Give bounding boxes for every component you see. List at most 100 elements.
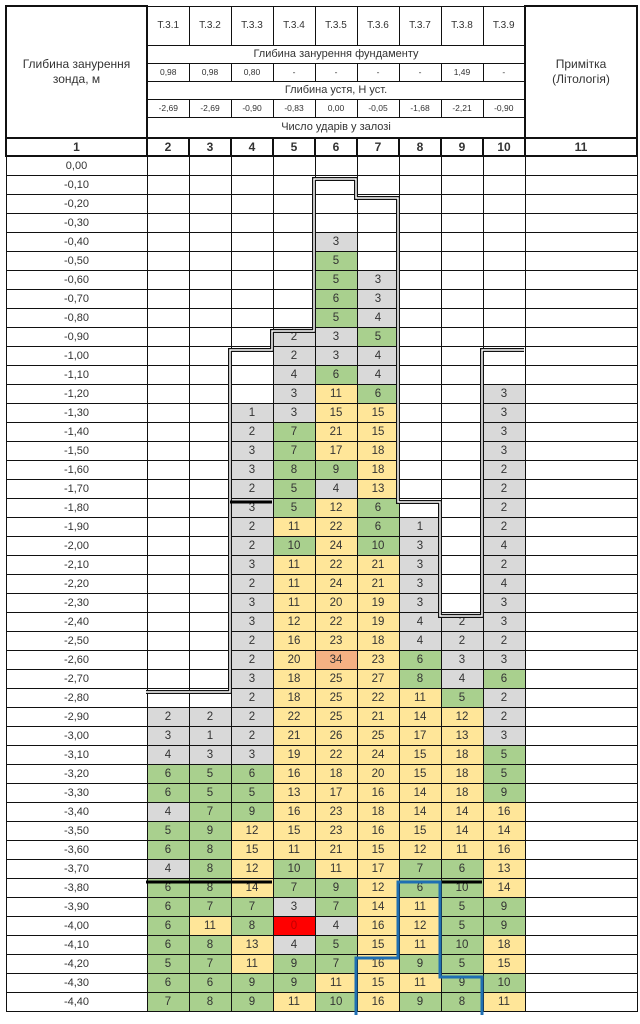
depth-cell: -1,60 (5, 459, 148, 480)
column-number: 9 (440, 136, 484, 157)
blow-count-cell (146, 611, 190, 632)
depth-cell: -2,50 (5, 630, 148, 651)
blow-count-cell (440, 288, 484, 309)
note-cell (524, 782, 638, 803)
blow-count-cell: 3 (230, 744, 274, 765)
table-row: -2,00 2 10 24 10 3 4 (5, 535, 638, 556)
blow-count-cell: 11 (440, 839, 484, 860)
blow-count-cell: 9 (230, 991, 274, 1012)
blow-count-cell: 2 (482, 706, 526, 727)
blow-count-cell: 9 (398, 991, 442, 1012)
blow-count-cell: 34 (314, 649, 358, 670)
blow-count-cell: 18 (440, 782, 484, 803)
blow-count-cell (146, 649, 190, 670)
blow-count-cell: 8 (188, 877, 232, 898)
column-number: 3 (188, 136, 232, 157)
blow-count-cell (188, 440, 232, 461)
blow-count-cell: 5 (146, 820, 190, 841)
blow-count-cell: 6 (314, 364, 358, 385)
blow-count-cell: 18 (440, 763, 484, 784)
table-row: -3,40 4 7 9 16 23 18 14 14 16 (5, 801, 638, 822)
depth-cell: -3,30 (5, 782, 148, 803)
blow-count-cell (440, 193, 484, 214)
blow-count-cell (482, 193, 526, 214)
note-cell (524, 630, 638, 651)
blow-count-cell (230, 231, 274, 252)
blow-count-cell (188, 554, 232, 575)
note-cell (524, 611, 638, 632)
blow-count-cell: 7 (188, 801, 232, 822)
blow-count-cell: 3 (230, 592, 274, 613)
blow-count-cell: 18 (356, 630, 400, 651)
blow-count-cell (146, 155, 190, 176)
blow-count-cell (398, 440, 442, 461)
blow-count-cell: 3 (272, 896, 316, 917)
note-cell (524, 212, 638, 233)
mouth-depth-value: -0,90 (230, 98, 274, 118)
blow-count-cell (272, 307, 316, 328)
note-cell (524, 573, 638, 594)
blow-count-cell: 24 (314, 573, 358, 594)
blow-count-cell: 9 (272, 953, 316, 974)
blow-count-cell: 11 (482, 991, 526, 1012)
depth-cell: -1,40 (5, 421, 148, 442)
blow-count-cell (146, 174, 190, 195)
column-number: 7 (356, 136, 400, 157)
blow-count-cell: 11 (314, 972, 358, 993)
blow-count-cell (398, 174, 442, 195)
table-row: -2,40 3 12 22 19 4 2 3 (5, 611, 638, 632)
blow-count-cell: 16 (356, 915, 400, 936)
table-row: -2,10 3 11 22 21 3 2 (5, 554, 638, 575)
depth-cell: -2,90 (5, 706, 148, 727)
blow-count-cell: 19 (356, 611, 400, 632)
blow-count-cell (482, 155, 526, 176)
table-row: -4,10 6 8 13 4 5 15 11 10 18 (5, 934, 638, 955)
blow-count-cell (230, 250, 274, 271)
blow-count-cell: 12 (230, 820, 274, 841)
note-cell (524, 725, 638, 746)
blow-count-cell (398, 345, 442, 366)
blow-count-cell: 16 (482, 839, 526, 860)
blow-count-cell: 9 (440, 972, 484, 993)
blow-count-cell (398, 212, 442, 233)
blow-count-cell (272, 231, 316, 252)
blow-count-cell: 10 (314, 991, 358, 1012)
note-cell (524, 364, 638, 385)
blow-count-cell: 15 (356, 839, 400, 860)
blow-count-cell (188, 630, 232, 651)
note-cell (524, 193, 638, 214)
blow-count-cell: 8 (272, 459, 316, 480)
blow-count-cell: 23 (356, 649, 400, 670)
blow-count-cell: 2 (230, 573, 274, 594)
blow-count-cell: 23 (314, 801, 358, 822)
blow-count-cell: 2 (230, 630, 274, 651)
table-row: -4,40 7 8 9 11 10 16 9 8 11 (5, 991, 638, 1012)
blow-count-cell (230, 326, 274, 347)
blow-count-cell: 9 (188, 820, 232, 841)
depth-cell: -3,80 (5, 877, 148, 898)
depth-cell: -0,90 (5, 326, 148, 347)
blow-count-cell: 6 (146, 763, 190, 784)
point-header: Т.3.7 (398, 5, 442, 46)
blow-count-cell (146, 421, 190, 442)
table-row: -0,50 5 (5, 250, 638, 271)
blow-count-cell: 2 (230, 535, 274, 556)
blow-count-cell: 13 (440, 725, 484, 746)
blow-count-cell: 5 (230, 782, 274, 803)
blow-count-cell (482, 269, 526, 290)
note-cell (524, 953, 638, 974)
blow-count-cell: 2 (482, 687, 526, 708)
mouth-depth-value: -2,21 (440, 98, 484, 118)
depth-cell: -2,20 (5, 573, 148, 594)
blow-count-cell: 5 (440, 915, 484, 936)
blow-count-cell (146, 231, 190, 252)
note-cell (524, 269, 638, 290)
blow-count-cell: 27 (356, 668, 400, 689)
blow-count-cell (188, 687, 232, 708)
note-cell (524, 421, 638, 442)
blow-count-cell (230, 288, 274, 309)
blow-count-cell (440, 573, 484, 594)
note-cell (524, 915, 638, 936)
blow-count-cell: 7 (272, 877, 316, 898)
blow-count-cell: 14 (356, 896, 400, 917)
